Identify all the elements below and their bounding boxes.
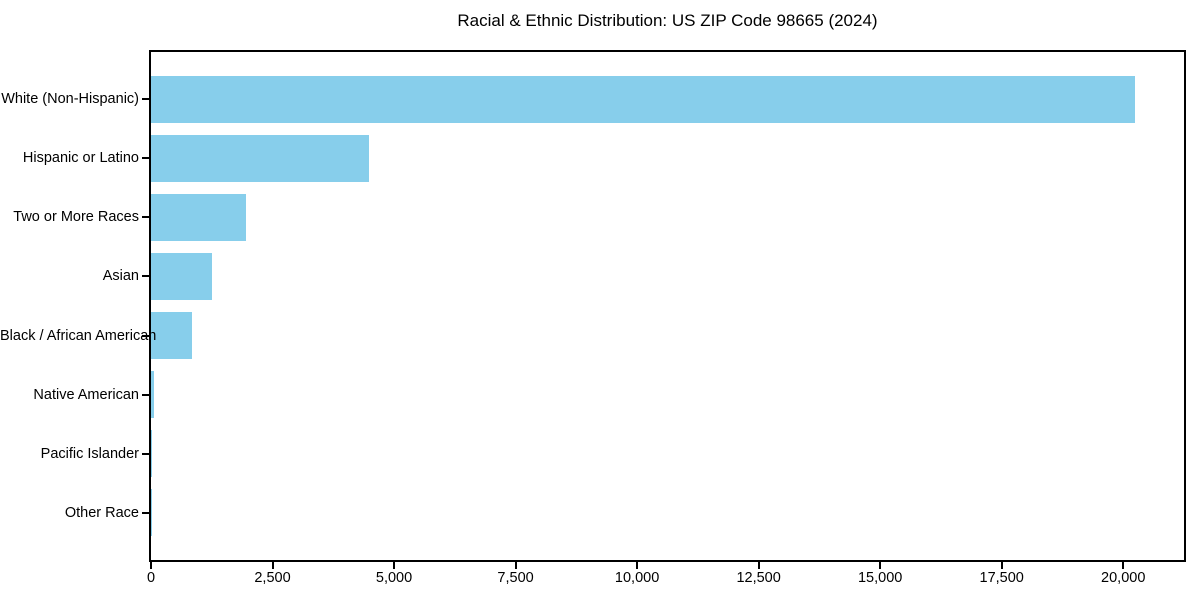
x-tick-7500 xyxy=(514,562,517,569)
y-tick-black-african-american xyxy=(142,334,149,337)
bar-hispanic-or-latino xyxy=(151,134,370,182)
y-tick-two-or-more-races xyxy=(142,216,149,219)
x-label-10000: 10,000 xyxy=(614,570,660,586)
y-tick-white-non-hispanic xyxy=(142,98,149,101)
bar-black-african-american xyxy=(151,312,193,360)
x-label-20000: 20,000 xyxy=(1101,570,1146,586)
bar-asian xyxy=(151,252,212,300)
y-tick-asian xyxy=(142,275,149,278)
x-tick-20000 xyxy=(1122,562,1125,569)
x-label-7500: 7,500 xyxy=(497,570,534,586)
x-label-17500: 17,500 xyxy=(979,570,1024,586)
y-label-hispanic-or-latino: Hispanic or Latino xyxy=(22,150,139,167)
y-tick-hispanic-or-latino xyxy=(142,157,149,160)
x-label-15000: 15,000 xyxy=(857,570,903,586)
x-label-12500: 12,500 xyxy=(736,570,781,586)
y-label-two-or-more-races: Two or More Races xyxy=(13,209,139,226)
x-tick-2500 xyxy=(271,562,274,569)
y-label-native-american: Native American xyxy=(33,386,139,403)
y-label-other-race: Other Race xyxy=(64,504,139,521)
bar-native-american xyxy=(151,371,155,419)
x-label-0: 0 xyxy=(146,570,156,586)
bar-white-non-hispanic xyxy=(151,75,1135,123)
y-tick-native-american xyxy=(142,393,149,396)
y-label-black-african-american: Black / African American xyxy=(0,327,157,344)
x-tick-15000 xyxy=(879,562,882,569)
y-tick-pacific-islander xyxy=(142,452,149,455)
chart-title: Racial & Ethnic Distribution: US ZIP Cod… xyxy=(457,11,878,30)
y-label-asian: Asian xyxy=(102,268,139,285)
x-label-2500: 2,500 xyxy=(254,570,291,586)
y-tick-other-race xyxy=(142,511,149,514)
y-label-white-non-hispanic: White (Non-Hispanic) xyxy=(1,91,139,108)
x-tick-0 xyxy=(150,562,152,569)
plot-area xyxy=(149,50,1186,562)
y-label-pacific-islander: Pacific Islander xyxy=(40,445,139,462)
bar-pacific-islander xyxy=(151,430,153,478)
bar-two-or-more-races xyxy=(151,193,246,241)
x-tick-5000 xyxy=(393,562,396,569)
x-tick-17500 xyxy=(1000,562,1003,569)
x-tick-10000 xyxy=(636,562,639,569)
x-tick-12500 xyxy=(757,562,760,569)
x-label-5000: 5,000 xyxy=(375,570,413,586)
